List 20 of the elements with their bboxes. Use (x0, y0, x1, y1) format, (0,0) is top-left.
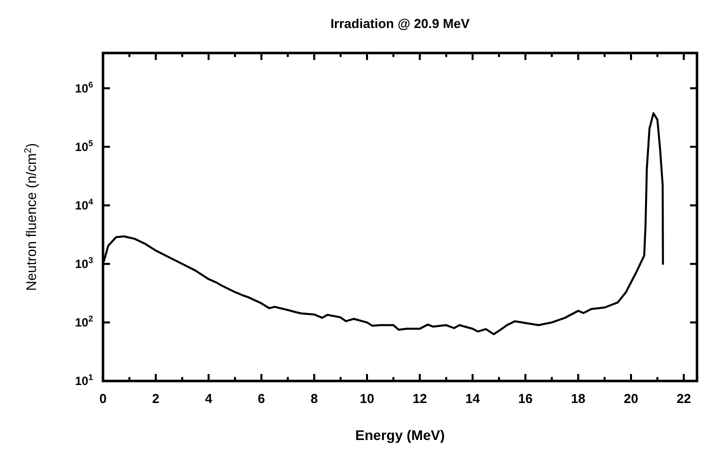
x-tick-label: 18 (570, 391, 586, 406)
y-tick-label: 10$^{5}$ (74, 138, 94, 154)
x-tick-label: 6 (258, 391, 266, 406)
x-tick-label: 16 (518, 391, 533, 406)
y-tick-label: 10$^{2}$ (74, 313, 94, 330)
x-axis-title: Energy (MeV) (355, 427, 445, 443)
chart-title: Irradiation @ 20.9 MeV (330, 16, 470, 31)
x-tick-label: 14 (465, 391, 481, 406)
x-tick-label: 8 (310, 391, 318, 406)
y-tick-label: 10$^{6}$ (74, 79, 94, 96)
x-tick-label: 4 (204, 391, 213, 406)
x-tick-label: 2 (152, 391, 160, 406)
x-tick-label: 22 (676, 391, 692, 406)
x-tick-label: 0 (99, 391, 107, 406)
x-tick-label: 10 (360, 391, 374, 406)
y-tick-label: 10$^{1}$ (74, 372, 94, 388)
y-tick-label: 10$^{4}$ (74, 196, 94, 212)
x-tick-label: 20 (624, 391, 638, 406)
y-tick-label: 10$^{3}$ (74, 254, 94, 271)
x-tick-label: 12 (412, 391, 428, 406)
